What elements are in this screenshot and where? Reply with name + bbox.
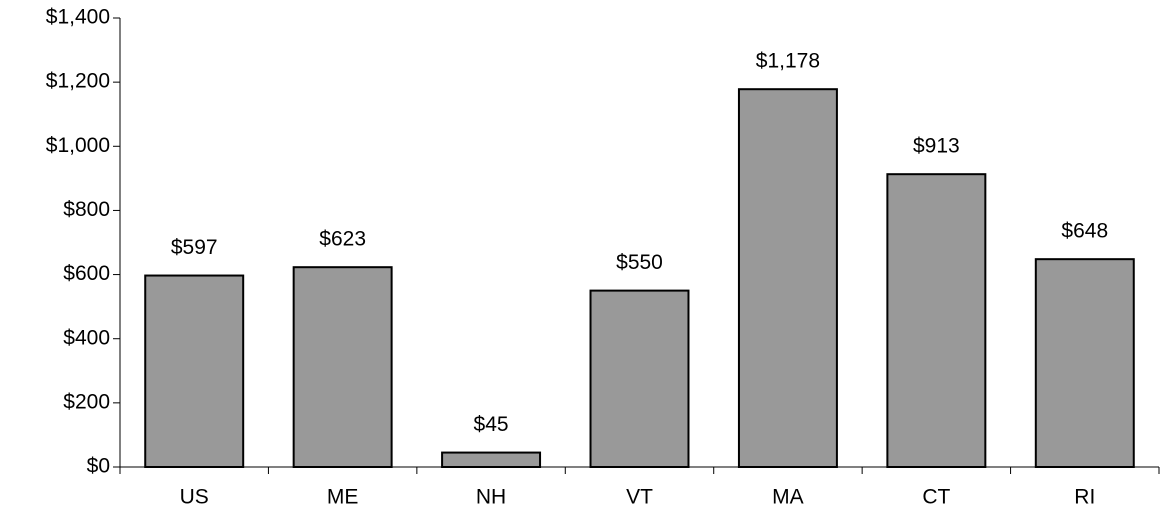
x-tick-label: CT	[922, 486, 950, 509]
value-label: $1,178	[756, 50, 820, 73]
value-label: $597	[171, 236, 218, 259]
bar	[292, 266, 393, 468]
y-tick-label: $600	[63, 262, 110, 285]
y-tick-label: $1,200	[46, 70, 110, 93]
bar	[1034, 258, 1135, 469]
bar	[886, 173, 987, 468]
value-label: $648	[1061, 220, 1108, 243]
x-tick-label: MA	[772, 486, 804, 509]
x-tick-label: RI	[1074, 486, 1095, 509]
bar	[589, 289, 690, 468]
x-tick-label: ME	[327, 486, 359, 509]
y-tick-label: $1,000	[46, 134, 110, 157]
value-label: $623	[319, 228, 366, 251]
x-tick-label: VT	[626, 486, 653, 509]
y-tick-label: $800	[63, 198, 110, 221]
y-tick-label: $400	[63, 326, 110, 349]
value-label: $45	[474, 413, 509, 436]
y-tick-label: $200	[63, 390, 110, 413]
y-tick-label: $1,400	[46, 6, 110, 29]
bar	[144, 274, 245, 468]
x-tick-label: NH	[476, 486, 506, 509]
x-tick-label: US	[180, 486, 209, 509]
bar	[441, 451, 542, 469]
y-tick-label: $0	[87, 455, 110, 478]
value-label: $550	[616, 251, 663, 274]
value-label: $913	[913, 135, 960, 158]
bar	[737, 88, 838, 468]
